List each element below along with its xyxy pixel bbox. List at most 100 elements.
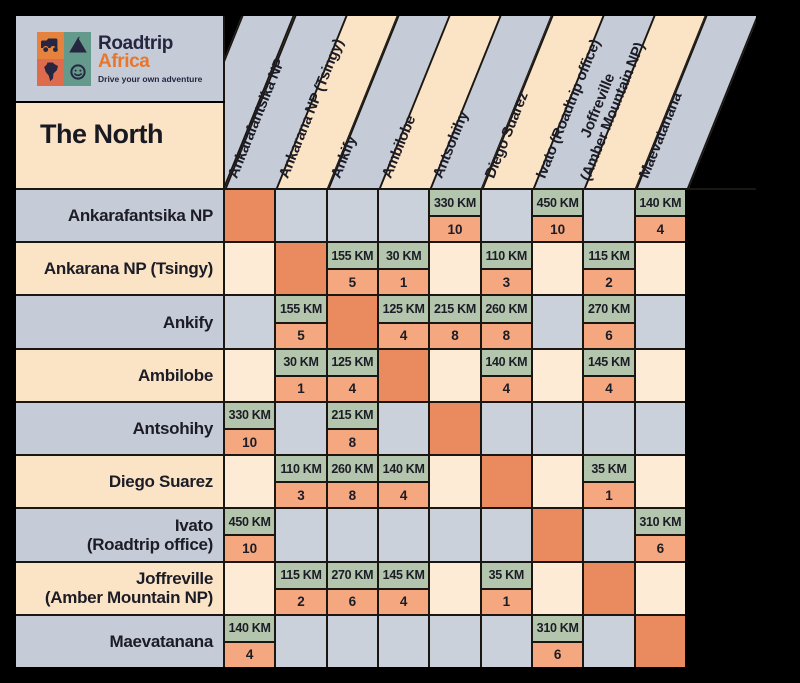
hours-value: 10 [430, 217, 480, 242]
jeep-icon [37, 31, 64, 59]
empty-cell [635, 456, 685, 508]
distance-cell: 35 KM 1 [584, 456, 634, 508]
distance-cell: 145 KM 4 [378, 562, 429, 614]
distance-value: 215 KM [327, 402, 377, 431]
row-header: Ankarafantsika NP [16, 190, 223, 242]
row-header: Diego Suarez [16, 456, 223, 508]
diagonal-self-cell [327, 296, 377, 348]
distance-cell: 155 KM 5 [327, 243, 377, 295]
distance-cell: 140 KM 4 [378, 456, 429, 508]
empty-cell [276, 402, 326, 455]
distance-value: 140 KM [635, 190, 685, 218]
row-header: Antsohihy [16, 402, 223, 455]
row-header: Maevatanana [16, 615, 223, 667]
distance-value: 30 KM [378, 243, 429, 271]
matrix-grid: Ankarafantsika NP 330 KM 10 450 KM 10 140 KM 4… [16, 190, 685, 667]
hours-value: 6 [635, 536, 685, 561]
hours-value: 2 [276, 589, 326, 614]
distance-value: 215 KM [430, 296, 480, 324]
hours-value: 8 [327, 483, 377, 508]
empty-cell [430, 456, 480, 508]
distance-value: 450 KM [225, 509, 275, 537]
diagonal-self-cell [225, 190, 275, 242]
diagonal-self-cell [635, 615, 685, 667]
diagonal-self-cell [430, 402, 480, 455]
empty-cell [327, 509, 377, 561]
empty-cell [378, 509, 429, 561]
empty-cell [225, 243, 275, 295]
distance-cell: 115 KM 2 [276, 562, 326, 614]
distance-value: 115 KM [584, 243, 634, 271]
hours-value: 1 [378, 270, 429, 295]
distance-cell: 330 KM 10 [430, 190, 480, 242]
distance-cell: 30 KM 1 [378, 243, 429, 295]
distance-value: 30 KM [276, 349, 326, 377]
empty-cell [378, 615, 429, 667]
distance-value: 35 KM [481, 562, 531, 590]
empty-cell [635, 562, 685, 614]
diagonal-self-cell [378, 349, 429, 401]
brand-name-bottom: Africa [98, 50, 150, 72]
hours-value: 8 [430, 323, 480, 348]
distance-value: 140 KM [225, 615, 275, 643]
diagonal-self-cell [584, 562, 634, 614]
empty-cell [481, 509, 531, 561]
distance-value: 140 KM [378, 456, 429, 484]
empty-cell [378, 190, 429, 242]
empty-cell [635, 402, 685, 455]
row-header: Ambilobe [16, 349, 223, 401]
empty-cell [635, 243, 685, 295]
empty-cell [584, 190, 634, 242]
hours-value: 8 [327, 430, 377, 455]
empty-cell [584, 509, 634, 561]
distance-value: 110 KM [481, 243, 531, 271]
empty-cell [532, 243, 583, 295]
distance-value: 155 KM [327, 243, 377, 271]
distance-cell: 30 KM 1 [276, 349, 326, 401]
distance-cell: 450 KM 10 [225, 509, 275, 561]
empty-cell [430, 509, 480, 561]
distance-value: 145 KM [584, 349, 634, 377]
hours-value: 5 [276, 323, 326, 348]
hours-value: 1 [584, 483, 634, 508]
empty-cell [584, 402, 634, 455]
distance-cell: 270 KM 6 [584, 296, 634, 348]
distance-value: 145 KM [378, 562, 429, 590]
empty-cell [378, 402, 429, 455]
page-title: The North [40, 119, 164, 149]
distance-value: 110 KM [276, 456, 326, 484]
empty-cell [276, 509, 326, 561]
empty-cell [635, 296, 685, 348]
column-header-bands: Ankarafantsika NP Ankarana NP (Tsingy) Ank… [225, 16, 756, 190]
distance-value: 330 KM [430, 190, 480, 218]
hours-value: 4 [378, 483, 429, 508]
hours-value: 6 [584, 323, 634, 348]
distance-cell: 260 KM 8 [481, 296, 531, 348]
brand-tagline: Drive your own adventure [98, 73, 203, 84]
hours-value: 6 [532, 642, 583, 667]
distance-cell: 125 KM 4 [327, 349, 377, 401]
empty-cell [481, 615, 531, 667]
distance-value: 310 KM [635, 509, 685, 537]
hours-value: 4 [378, 589, 429, 614]
distance-value: 260 KM [327, 456, 377, 484]
distance-cell: 145 KM 4 [584, 349, 634, 401]
empty-cell [430, 243, 480, 295]
distance-value: 155 KM [276, 296, 326, 324]
hours-value: 6 [327, 589, 377, 614]
distance-cell: 110 KM 3 [481, 243, 531, 295]
empty-cell [532, 562, 583, 614]
hours-value: 4 [584, 376, 634, 401]
distance-value: 35 KM [584, 456, 634, 484]
distance-value: 260 KM [481, 296, 531, 324]
diagonal-self-cell [532, 509, 583, 561]
empty-cell [430, 615, 480, 667]
empty-cell [481, 402, 531, 455]
hours-value: 4 [327, 376, 377, 401]
distance-cell: 140 KM 4 [481, 349, 531, 401]
distance-value: 140 KM [481, 349, 531, 377]
hours-value: 2 [584, 270, 634, 295]
hours-value: 8 [481, 323, 531, 348]
row-header: Ivato (Roadtrip office) [16, 509, 223, 561]
distance-cell: 310 KM 6 [532, 615, 583, 667]
